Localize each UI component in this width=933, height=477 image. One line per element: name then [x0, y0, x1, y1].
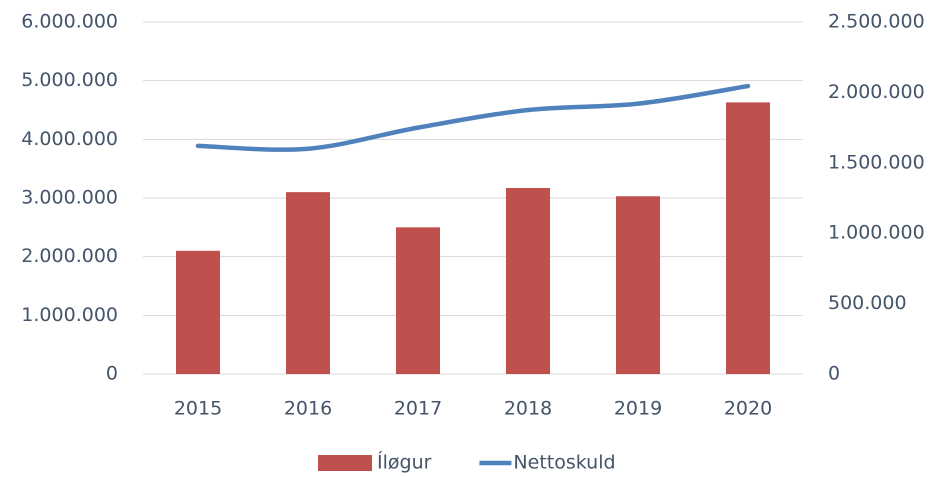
bar [286, 192, 330, 374]
y2-tick-label: 0 [828, 363, 840, 385]
bar [616, 196, 660, 374]
y2-tick-label: 500.000 [828, 292, 907, 314]
x-tick-label: 2017 [394, 398, 442, 420]
y-tick-label: 2.000.000 [21, 245, 118, 267]
y2-tick-label: 1.500.000 [828, 151, 925, 173]
y-tick-label: 6.000.000 [21, 11, 118, 33]
legend-label: Íløgur [377, 451, 432, 474]
x-tick-label: 2019 [614, 398, 662, 420]
line [195, 83, 751, 152]
bar [726, 102, 770, 374]
y-tick-label: 4.000.000 [21, 128, 118, 150]
bar [176, 250, 220, 374]
y2-tick-label: 2.500.000 [828, 11, 925, 33]
y-tick-label: 1.000.000 [21, 304, 118, 326]
bar [396, 227, 440, 374]
x-tick-label: 2018 [504, 398, 552, 420]
y-tick-label: 5.000.000 [21, 69, 118, 91]
y-tick-label: 3.000.000 [21, 187, 118, 209]
y-tick-label: 0 [106, 363, 118, 385]
x-tick-label: 2020 [724, 398, 772, 420]
bar [506, 188, 550, 374]
x-tick-label: 2015 [174, 398, 222, 420]
y2-tick-label: 2.000.000 [828, 81, 925, 103]
x-tick-label: 2016 [284, 398, 332, 420]
legend-swatch [318, 455, 372, 471]
y2-tick-label: 1.000.000 [828, 222, 925, 244]
legend-label: Nettoskuld [513, 452, 615, 474]
